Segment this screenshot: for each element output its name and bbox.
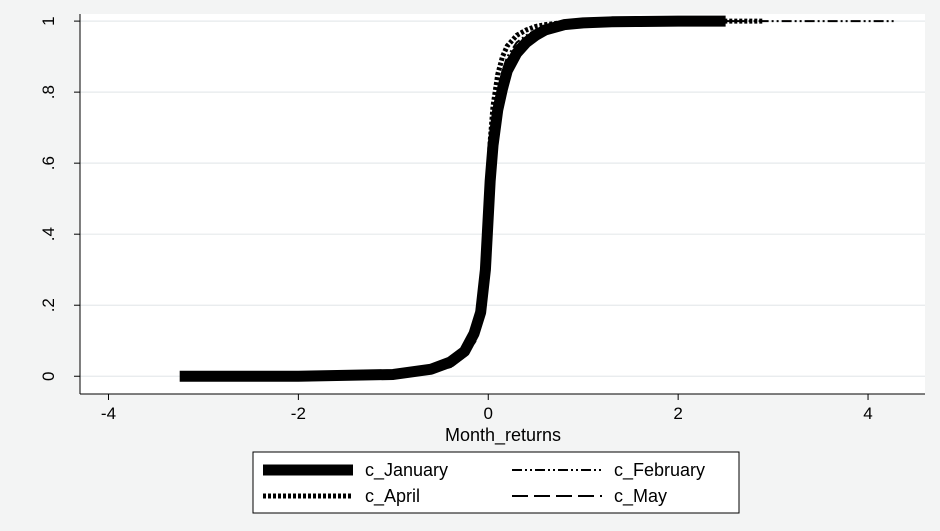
y-tick-label: .2: [39, 298, 58, 312]
series-group: [179, 15, 897, 382]
x-axis-label: Month_returns: [445, 425, 561, 446]
legend-label: c_February: [614, 460, 705, 481]
legend-label: c_January: [365, 460, 448, 481]
y-tick-label: .6: [39, 156, 58, 170]
y-tick-label: 0: [39, 372, 58, 381]
axes: [79, 14, 925, 395]
legend-label: c_April: [365, 486, 420, 507]
y-tick-label: 1: [39, 16, 58, 25]
ticks: 0 .2 .4 .6 .8 1 -4 -2 0 2 4: [39, 16, 873, 423]
legend-label: c_May: [614, 486, 667, 507]
y-tick-label: .4: [39, 227, 58, 241]
x-tick-label: 2: [673, 404, 682, 423]
x-tick-label: 0: [484, 404, 493, 423]
x-tick-label: -4: [101, 404, 116, 423]
x-tick-label: 4: [863, 404, 872, 423]
series-line-c-january: [179, 15, 726, 382]
y-tick-label: .8: [39, 85, 58, 99]
x-tick-label: -2: [291, 404, 306, 423]
legend-box: [252, 451, 740, 514]
legend: c_January c_February c_April c_May: [252, 451, 740, 514]
